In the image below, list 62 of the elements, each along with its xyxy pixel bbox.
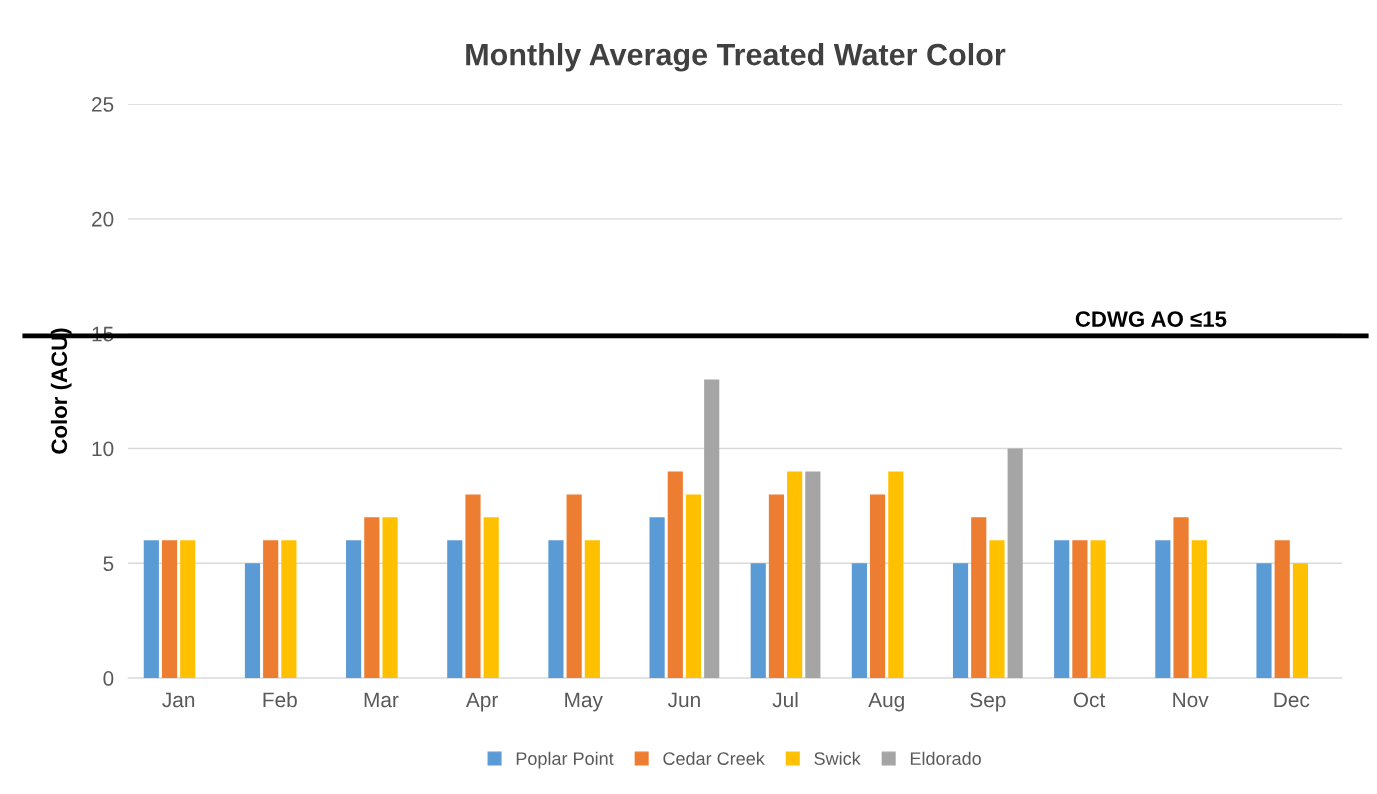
ref-line-label: CDWG AO ≤15 bbox=[1075, 311, 1227, 327]
x-tick-label: Jul bbox=[772, 691, 798, 708]
bar bbox=[263, 540, 279, 679]
bar bbox=[281, 540, 297, 679]
legend-label: Eldorado bbox=[910, 751, 981, 765]
y-tick-label: 10 bbox=[92, 441, 114, 457]
bar bbox=[805, 471, 821, 679]
x-tick-label: Nov bbox=[1173, 692, 1209, 708]
bar bbox=[750, 563, 766, 679]
chart-title: Monthly Average Treated Water Color bbox=[466, 42, 1006, 72]
x-tick-label: May bbox=[565, 692, 603, 712]
bar bbox=[1054, 540, 1070, 679]
bar bbox=[971, 517, 987, 679]
x-tick-label: Feb bbox=[263, 691, 297, 708]
x-tick-label: Apr bbox=[465, 692, 498, 712]
bar bbox=[465, 494, 481, 679]
y-tick-label: 0 bbox=[103, 671, 114, 686]
bar bbox=[851, 563, 867, 679]
y-tick-label: 20 bbox=[92, 211, 114, 227]
bar bbox=[143, 540, 159, 679]
bar bbox=[483, 517, 499, 679]
x-tick-label: Aug bbox=[868, 692, 904, 712]
x-tick-label: Dec bbox=[1274, 692, 1310, 708]
bar bbox=[1155, 540, 1171, 679]
bar bbox=[364, 517, 380, 679]
bar bbox=[1256, 563, 1272, 679]
x-tick-label: Jun bbox=[667, 692, 700, 708]
y-tick-label: 25 bbox=[92, 97, 114, 112]
legend-label: Swick bbox=[814, 751, 861, 765]
bar bbox=[989, 540, 1005, 679]
bar bbox=[685, 494, 702, 679]
bar bbox=[1274, 540, 1290, 679]
bar bbox=[888, 471, 904, 679]
x-tick-label: Mar bbox=[364, 692, 399, 708]
bar bbox=[1292, 563, 1308, 679]
bar bbox=[382, 517, 398, 679]
bar bbox=[952, 563, 969, 679]
bar bbox=[346, 540, 362, 679]
y-tick-label: 5 bbox=[103, 556, 114, 572]
x-tick-label: Oct bbox=[1073, 692, 1106, 708]
legend-label: Cedar Creek bbox=[663, 751, 765, 765]
bar bbox=[1191, 540, 1207, 679]
bar bbox=[667, 471, 683, 679]
bar bbox=[870, 494, 886, 679]
x-tick-label: Jan bbox=[162, 692, 195, 708]
bar bbox=[768, 494, 785, 679]
bar bbox=[244, 563, 261, 679]
bar bbox=[704, 379, 720, 679]
bar bbox=[1173, 517, 1189, 679]
x-tick-label: Sep bbox=[970, 692, 1006, 712]
bar bbox=[1090, 540, 1106, 679]
bar bbox=[1072, 540, 1088, 679]
bar bbox=[649, 517, 665, 679]
bar bbox=[566, 494, 582, 679]
bar bbox=[447, 540, 463, 679]
bar bbox=[548, 540, 564, 679]
bar bbox=[1007, 448, 1023, 679]
bar bbox=[584, 540, 600, 679]
legend-label: Poplar Point bbox=[516, 751, 614, 769]
bar bbox=[787, 471, 803, 679]
bar bbox=[161, 540, 178, 679]
bar bbox=[180, 540, 196, 679]
